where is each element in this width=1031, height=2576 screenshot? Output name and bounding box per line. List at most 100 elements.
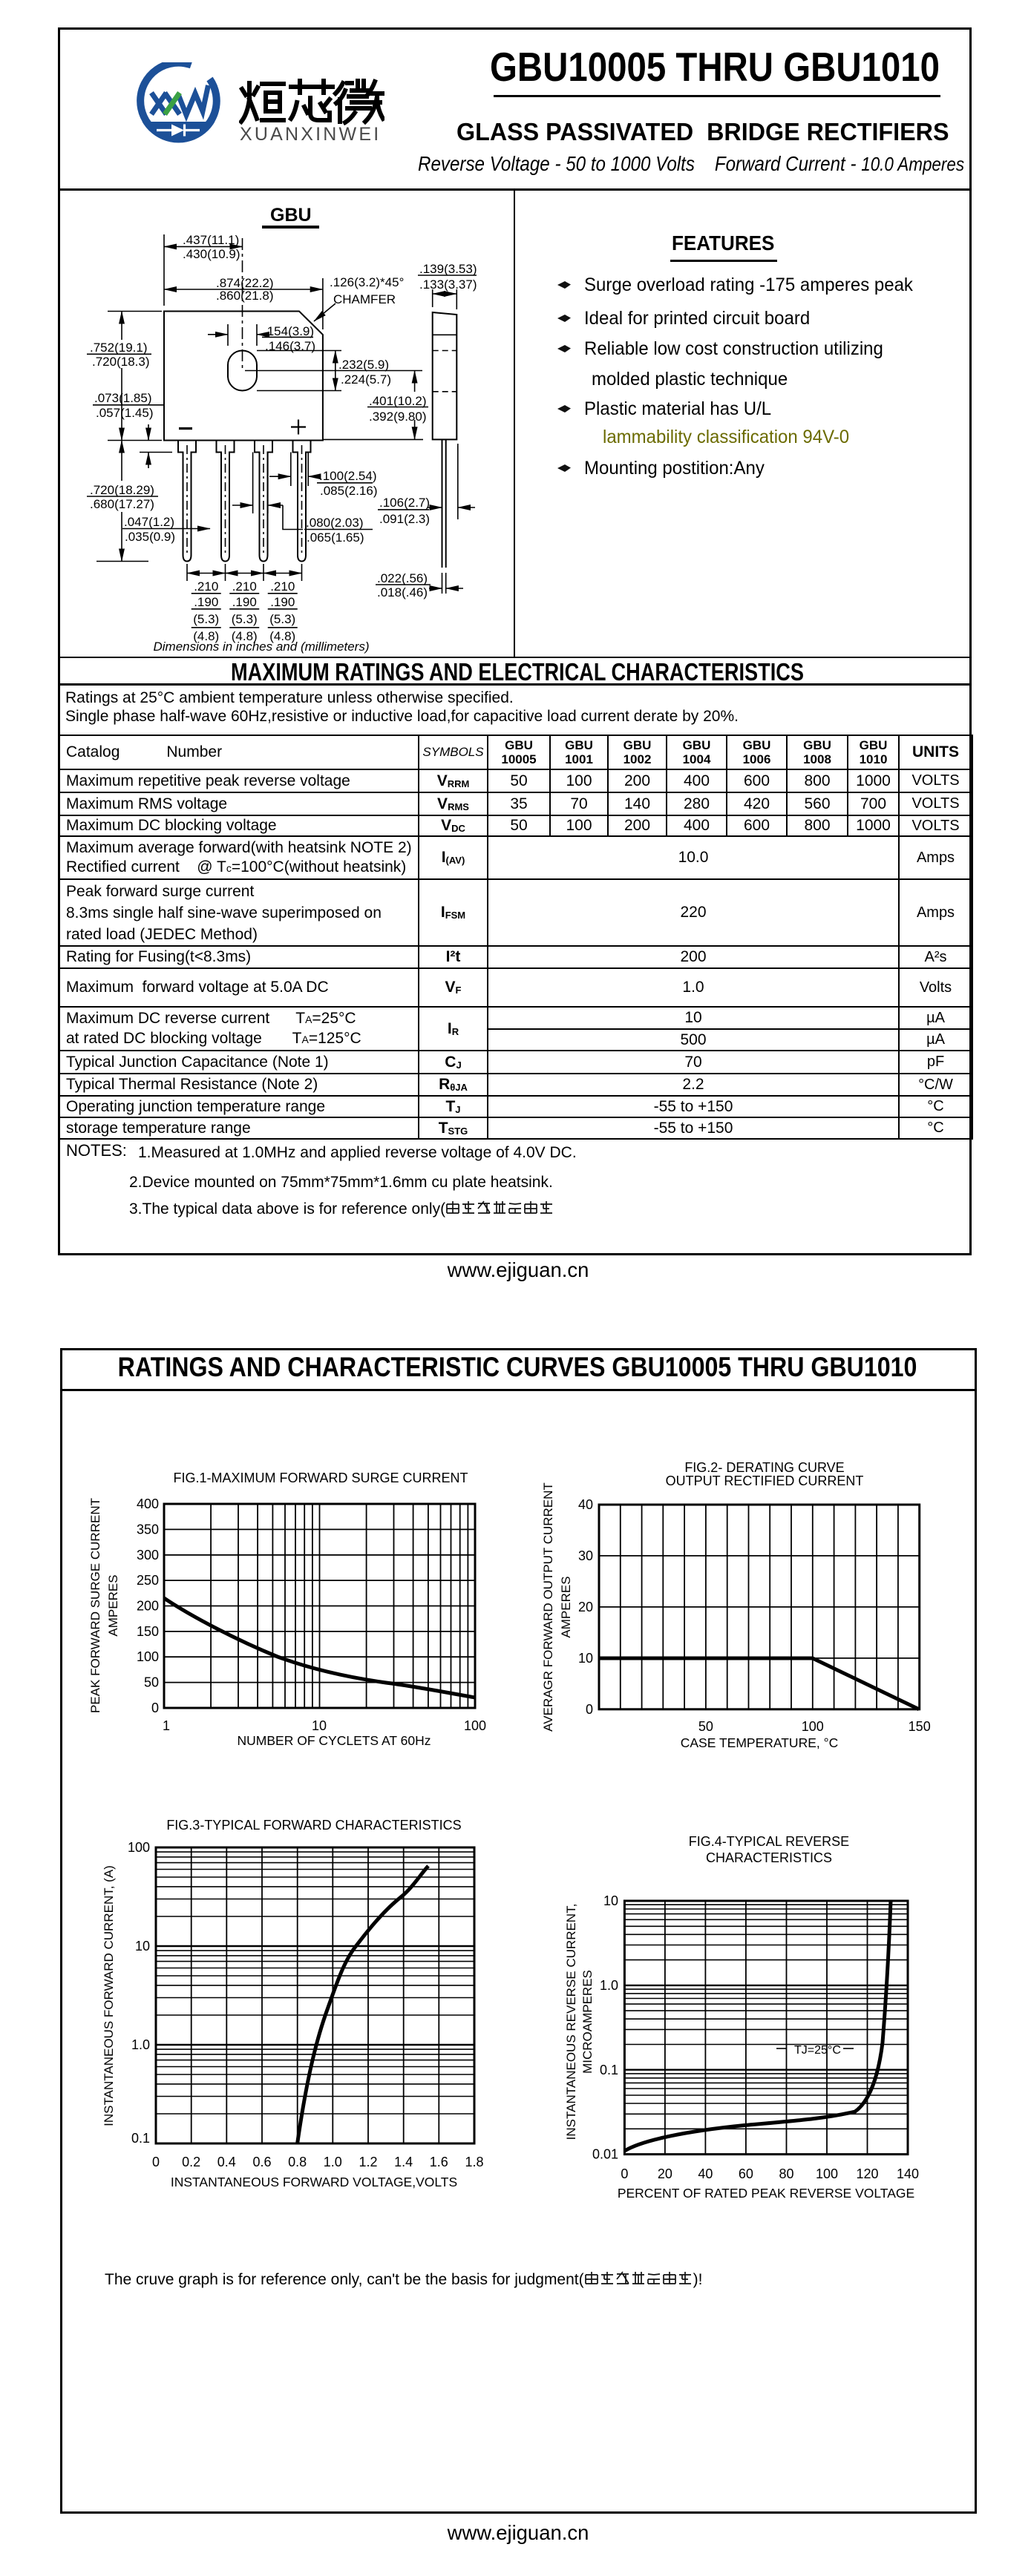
svg-text:.022(.56): .022(.56) [377,571,428,585]
svg-text:GBU: GBU [270,205,312,226]
svg-text:1.4: 1.4 [394,2155,413,2169]
svg-text:100: 100 [137,1649,159,1664]
svg-text:INSTANTANEOUS FORWARD CURRENT,: INSTANTANEOUS FORWARD CURRENT, (A) [102,1865,116,2126]
svg-text:20: 20 [578,1600,593,1614]
svg-text:FIG.1-MAXIMUM FORWARD SURGE CU: FIG.1-MAXIMUM FORWARD SURGE CURRENT [173,1471,468,1485]
svg-text:.073(1.85): .073(1.85) [94,391,152,405]
svg-text:.720(18.29): .720(18.29) [90,483,154,497]
svg-text:PERCENT OF RATED PEAK REVERSE: PERCENT OF RATED PEAK REVERSE VOLTAGE [618,2186,914,2201]
svg-text:.065(1.65): .065(1.65) [307,530,364,545]
svg-text:(4.8): (4.8) [193,629,219,643]
svg-text:1.0: 1.0 [131,2037,150,2052]
svg-text:.392(9.80): .392(9.80) [369,410,427,424]
svg-text:OUTPUT RECTIFIED CURRENT: OUTPUT RECTIFIED CURRENT [666,1473,864,1488]
svg-text:.133(3.37): .133(3.37) [419,277,477,292]
svg-text:1.2: 1.2 [359,2155,377,2169]
svg-text:.047(1.2): .047(1.2) [124,515,174,529]
svg-text:(5.3): (5.3) [193,612,219,626]
svg-text:.139(3.53): .139(3.53) [419,262,477,276]
svg-text:.680(17.27): .680(17.27) [90,497,154,511]
svg-text:NUMBER OF CYCLETS AT 60Hz: NUMBER OF CYCLETS AT 60Hz [238,1733,431,1748]
svg-text:1: 1 [163,1718,170,1733]
svg-text:.190: .190 [232,595,257,609]
svg-text:250: 250 [137,1573,159,1588]
svg-text:PEAK FORWARD SURGE CURRENT: PEAK FORWARD SURGE CURRENT [88,1498,102,1713]
svg-text:150: 150 [137,1624,159,1639]
svg-text:120: 120 [856,2166,878,2181]
svg-text:0: 0 [621,2166,628,2181]
svg-text:INSTANTANEOUS REVERSE CURREN: INSTANTANEOUS REVERSE CURRENT, [564,1904,578,2140]
svg-text:Dimensions in inches and (mill: Dimensions in inches and (millimeters) [154,640,370,654]
svg-text:300: 300 [137,1548,159,1563]
svg-text:10: 10 [603,1893,618,1908]
svg-text:0.8: 0.8 [288,2155,307,2169]
svg-text:FIG.2- DERATING CURVE: FIG.2- DERATING CURVE [684,1460,844,1475]
svg-text:.190: .190 [270,595,295,609]
svg-text:.720(18.3): .720(18.3) [92,355,150,369]
svg-text:1.6: 1.6 [430,2155,448,2169]
svg-text:50: 50 [144,1675,159,1690]
svg-text:.091(2.3): .091(2.3) [379,512,430,526]
svg-text:AVERAGR FORWARD OUTPUT CURRE: AVERAGR FORWARD OUTPUT CURRENT [541,1482,555,1732]
svg-text:CHARACTERISTICS: CHARACTERISTICS [706,1850,832,1865]
svg-text:10: 10 [578,1651,593,1666]
svg-text:400: 400 [137,1496,159,1511]
svg-text:.085(2.16): .085(2.16) [320,484,378,498]
svg-text:.210: .210 [194,579,218,594]
svg-text:140: 140 [897,2166,919,2181]
svg-text:.210: .210 [232,579,257,594]
svg-text:20: 20 [658,2166,672,2181]
svg-text:0.1: 0.1 [600,2063,618,2077]
svg-text:40: 40 [698,2166,713,2181]
svg-text:1.0: 1.0 [600,1978,618,1993]
svg-text:10: 10 [135,1939,150,1954]
svg-text:50: 50 [698,1719,713,1734]
svg-text:.057(1.45): .057(1.45) [96,406,154,420]
svg-text:CASE TEMPERATURE, °C: CASE TEMPERATURE, °C [681,1735,839,1750]
svg-text:FIG.4-TYPICAL REVERSE: FIG.4-TYPICAL REVERSE [689,1834,849,1849]
svg-text:MICROAMPERES: MICROAMPERES [580,1970,595,2074]
svg-text:1.0: 1.0 [324,2155,342,2169]
svg-text:INSTANTANEOUS FORWARD VOLTAGE,: INSTANTANEOUS FORWARD VOLTAGE,VOLTS [171,2175,457,2189]
svg-text:10: 10 [312,1718,327,1733]
svg-text:(4.8): (4.8) [269,629,295,643]
svg-text:.437(11.1): .437(11.1) [183,233,239,247]
svg-text:.224(5.7): .224(5.7) [341,372,391,387]
svg-text:.126(3.2)*45°: .126(3.2)*45° [330,275,404,289]
svg-text:.100(2.54): .100(2.54) [319,469,377,483]
svg-text:0.01: 0.01 [592,2147,618,2162]
svg-text:80: 80 [779,2166,793,2181]
svg-text:0: 0 [586,1702,593,1717]
svg-text:AMPERES: AMPERES [106,1574,120,1636]
svg-text:0: 0 [152,2155,160,2169]
svg-text:.210: .210 [270,579,295,594]
svg-text:.035(0.9): .035(0.9) [125,530,175,544]
svg-text:.860(21.8): .860(21.8) [216,289,274,303]
svg-text:AMPERES: AMPERES [559,1576,573,1637]
svg-text:0.2: 0.2 [182,2155,200,2169]
svg-text:100: 100 [464,1718,486,1733]
svg-text:.146(3.7): .146(3.7) [265,339,315,353]
svg-text:0.1: 0.1 [131,2131,150,2146]
svg-text:60: 60 [739,2166,753,2181]
svg-text:(4.8): (4.8) [232,629,258,643]
svg-text:(5.3): (5.3) [232,612,258,626]
svg-text:40: 40 [578,1497,593,1512]
svg-text:.430(10.9): .430(10.9) [183,247,240,261]
svg-text:.080(2.03): .080(2.03) [306,516,364,530]
svg-text:0.4: 0.4 [217,2155,236,2169]
svg-text:100: 100 [802,1719,824,1734]
svg-text:0.6: 0.6 [252,2155,271,2169]
svg-text:.190: .190 [194,595,218,609]
svg-text:.752(19.1): .752(19.1) [90,341,148,355]
svg-text:0: 0 [151,1701,159,1715]
svg-text:350: 350 [137,1522,159,1537]
svg-text:30: 30 [578,1548,593,1563]
svg-text:200: 200 [137,1599,159,1614]
svg-text:100: 100 [816,2166,838,2181]
svg-text:150: 150 [909,1719,931,1734]
svg-text:FIG.3-TYPICAL FORWARD CHARACTE: FIG.3-TYPICAL FORWARD CHARACTERISTICS [166,1818,461,1833]
svg-text:.874(22.2): .874(22.2) [216,276,274,290]
svg-text:TJ=25°C: TJ=25°C [794,2044,841,2057]
svg-text:.154(3.9): .154(3.9) [264,324,314,338]
